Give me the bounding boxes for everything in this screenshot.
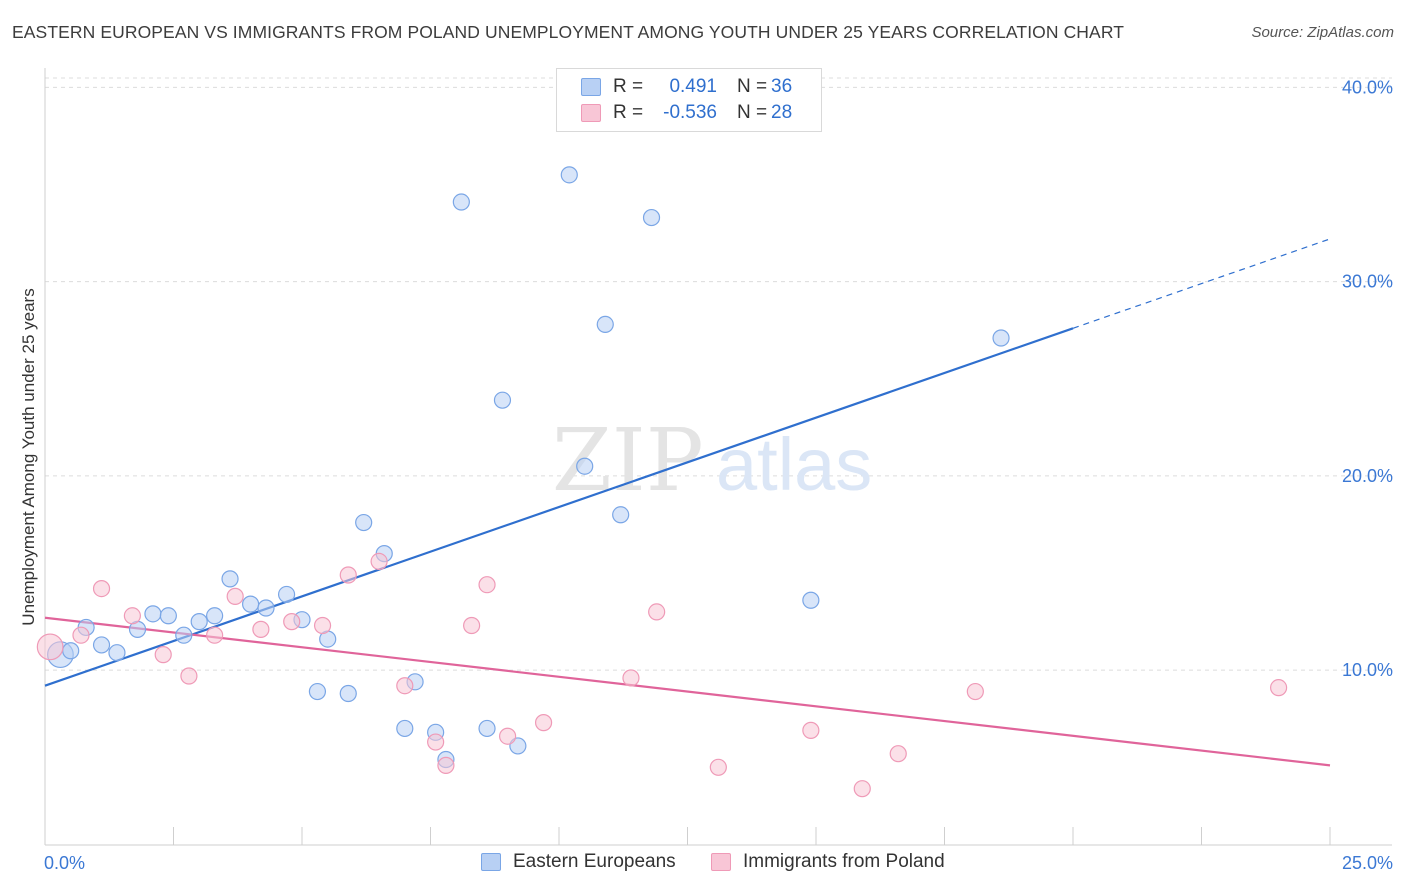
eastern-europeans-point bbox=[576, 457, 594, 475]
y-axis-label: Unemployment Among Youth under 25 years bbox=[19, 288, 38, 625]
eastern-europeans-point bbox=[62, 642, 80, 660]
eastern-europeans-point bbox=[560, 166, 578, 184]
poland-point bbox=[853, 780, 871, 798]
poland-point bbox=[72, 626, 90, 644]
poland-point bbox=[709, 758, 727, 776]
poland-trend-line bbox=[44, 616, 1331, 767]
poland-point bbox=[802, 721, 820, 739]
legend-n-value: 28 bbox=[771, 102, 793, 123]
poland-point bbox=[1269, 679, 1288, 697]
legend-row-immigrants-from-poland: R = -0.536 N = 28 bbox=[581, 100, 792, 126]
eastern-europeans-point bbox=[355, 513, 373, 532]
eastern-europeans-point bbox=[206, 607, 224, 625]
poland-point bbox=[36, 633, 64, 661]
x-tick-label: 0.0% bbox=[44, 853, 85, 873]
poland-point bbox=[154, 646, 172, 664]
eastern-europeans-point bbox=[257, 599, 275, 617]
points-layer bbox=[36, 166, 1288, 798]
eastern-europeans-point bbox=[108, 644, 126, 662]
eastern-europeans-trend-line bbox=[44, 327, 1074, 687]
y-tick-label: 30.0% bbox=[1342, 272, 1393, 292]
eastern-europeans-point bbox=[144, 605, 162, 623]
poland-point bbox=[226, 587, 244, 605]
poland-point bbox=[463, 616, 481, 635]
correlation-legend: R = 0.491 N = 36 R = -0.536 N = 28 bbox=[556, 68, 822, 132]
poland-point bbox=[396, 677, 414, 695]
eastern-europeans-point bbox=[452, 193, 470, 211]
grid-layer bbox=[45, 77, 1392, 671]
eastern-europeans-point bbox=[339, 684, 357, 703]
y-tick-label: 10.0% bbox=[1342, 660, 1393, 680]
eastern-europeans-point bbox=[159, 607, 177, 625]
watermark-atlas: atlas bbox=[716, 423, 872, 506]
poland-point bbox=[427, 733, 445, 751]
eastern-europeans-point bbox=[596, 315, 614, 334]
poland-point bbox=[966, 682, 984, 701]
poland-point bbox=[206, 626, 224, 644]
poland-point bbox=[252, 620, 270, 638]
poland-point bbox=[123, 607, 141, 625]
legend-n-label: N = bbox=[737, 76, 768, 97]
watermark-zip: ZIP bbox=[552, 411, 704, 511]
legend-r-label: R = bbox=[613, 76, 644, 97]
eastern-europeans-point bbox=[221, 570, 239, 588]
eastern-europeans-point bbox=[308, 682, 327, 701]
legend-r-value: 0.491 bbox=[669, 76, 717, 97]
eastern-europeans-point bbox=[802, 591, 820, 609]
poland-point bbox=[370, 552, 388, 570]
eastern-europeans-point bbox=[396, 719, 414, 738]
poland-point bbox=[499, 727, 517, 745]
poland-point bbox=[622, 669, 640, 687]
bottom-legend-swatch-blue bbox=[481, 853, 501, 871]
poland-point bbox=[313, 616, 332, 635]
bottom-legend-swatch-pink bbox=[711, 853, 731, 871]
poland-point bbox=[283, 613, 301, 631]
eastern-europeans-trend-extension bbox=[1072, 238, 1331, 329]
poland-point bbox=[889, 745, 907, 763]
legend-swatch-blue bbox=[581, 78, 601, 96]
poland-point bbox=[180, 667, 198, 685]
legend-r-label: R = bbox=[613, 102, 644, 123]
poland-point bbox=[648, 603, 666, 621]
chart-title: EASTERN EUROPEAN VS IMMIGRANTS FROM POLA… bbox=[12, 22, 1125, 42]
bottom-legend-label: Immigrants from Poland bbox=[743, 851, 945, 872]
eastern-europeans-point bbox=[190, 613, 208, 631]
eastern-europeans-point bbox=[612, 506, 630, 524]
eastern-europeans-point bbox=[992, 329, 1010, 347]
eastern-europeans-point bbox=[478, 719, 496, 738]
x-tick-label: 25.0% bbox=[1342, 853, 1393, 873]
legend-n-label: N = bbox=[737, 102, 768, 123]
eastern-europeans-point bbox=[175, 626, 193, 644]
eastern-europeans-point bbox=[493, 391, 512, 409]
bottom-legend-label: Eastern Europeans bbox=[513, 851, 676, 872]
bottom-legend-eastern-europeans: Eastern Europeans bbox=[481, 851, 676, 873]
watermark: ZIP atlas bbox=[552, 411, 872, 511]
legend-r-value: -0.536 bbox=[663, 102, 717, 123]
y-tick-label: 40.0% bbox=[1342, 77, 1393, 97]
poland-point bbox=[478, 576, 496, 594]
legend-n-value: 36 bbox=[771, 76, 793, 97]
poland-point bbox=[534, 714, 553, 732]
eastern-europeans-point bbox=[642, 208, 661, 227]
eastern-europeans-point bbox=[277, 585, 296, 604]
poland-point bbox=[437, 756, 455, 774]
eastern-europeans-point bbox=[242, 595, 260, 613]
poland-point bbox=[92, 579, 111, 598]
source-label: Source: ZipAtlas.com bbox=[1251, 24, 1394, 41]
axis-layer: 10.0% 20.0% 30.0% 40.0% 0.0% 25.0% bbox=[44, 68, 1393, 873]
legend-row-eastern-europeans: R = 0.491 N = 36 bbox=[581, 74, 792, 100]
y-tick-label: 20.0% bbox=[1342, 466, 1393, 486]
legend-swatch-pink bbox=[581, 104, 601, 122]
poland-point bbox=[339, 566, 357, 584]
trend-layer bbox=[44, 238, 1331, 767]
bottom-legend-immigrants-from-poland: Immigrants from Poland bbox=[711, 851, 945, 873]
eastern-europeans-point bbox=[92, 636, 111, 654]
